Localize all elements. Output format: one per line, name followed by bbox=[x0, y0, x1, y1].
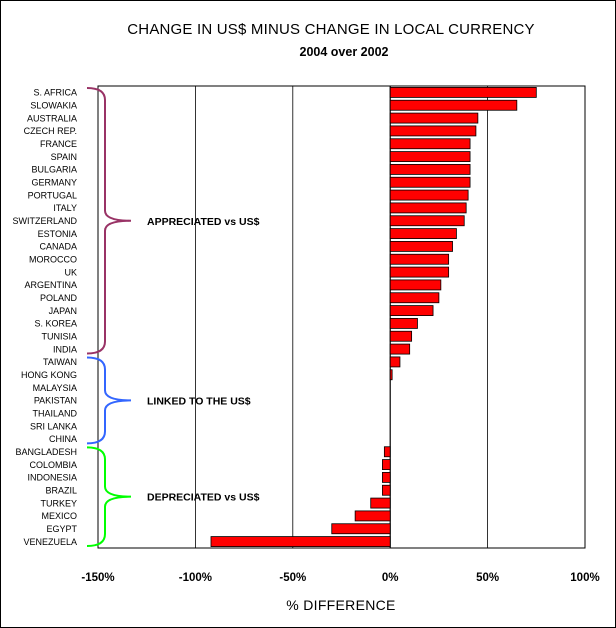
bar bbox=[389, 202, 467, 214]
bar bbox=[382, 484, 391, 496]
bar bbox=[383, 446, 391, 458]
category-label: VENEZUELA bbox=[23, 537, 77, 547]
category-label: MOROCCO bbox=[29, 254, 77, 264]
category-label: SLOWAKIA bbox=[30, 100, 77, 110]
category-label: AUSTRALIA bbox=[27, 113, 77, 123]
category-label: TAIWAN bbox=[43, 357, 77, 367]
category-label: SWITZERLAND bbox=[12, 216, 77, 226]
category-labels: S. AFRICA SLOWAKIA AUSTRALIA CZECH REP. FRAN… bbox=[12, 88, 77, 547]
chart-title: CHANGE IN US$ MINUS CHANGE IN LOCAL CURR… bbox=[127, 21, 535, 38]
tick-label: -150% bbox=[81, 572, 114, 584]
bar bbox=[382, 459, 391, 470]
bar bbox=[389, 253, 450, 265]
group-label: APPRECIATED vs US$ bbox=[147, 216, 260, 228]
category-label: MEXICO bbox=[41, 511, 77, 521]
category-label: FRANCE bbox=[40, 139, 77, 149]
group-label: DEPRECIATED vs US$ bbox=[147, 492, 260, 504]
bar bbox=[389, 112, 479, 124]
bar bbox=[389, 138, 471, 150]
bar bbox=[389, 241, 453, 252]
category-label: UK bbox=[64, 267, 77, 277]
bar bbox=[389, 189, 469, 201]
bar bbox=[389, 279, 442, 291]
tick-label: 50% bbox=[476, 572, 499, 584]
bar bbox=[331, 523, 391, 535]
category-label: INDONESIA bbox=[27, 473, 77, 483]
category-label: TUNISIA bbox=[41, 331, 77, 341]
category-label: S. AFRICA bbox=[33, 88, 77, 98]
tick-label: -50% bbox=[279, 572, 306, 584]
category-label: MALAYSIA bbox=[33, 383, 77, 393]
x-axis-label: % DIFFERENCE bbox=[286, 597, 396, 613]
category-label: PORTUGAL bbox=[28, 190, 77, 200]
bar bbox=[389, 343, 411, 355]
category-label: PAKISTAN bbox=[34, 396, 77, 406]
category-label: BANGLADESH bbox=[15, 447, 77, 457]
category-label: SRI LANKA bbox=[30, 421, 77, 431]
bar bbox=[389, 215, 465, 227]
chart-subtitle: 2004 over 2002 bbox=[299, 45, 389, 59]
bar bbox=[389, 176, 471, 188]
group-bracket bbox=[86, 446, 132, 547]
category-label: S. KOREA bbox=[34, 319, 77, 329]
category-label: HONG KONG bbox=[21, 370, 77, 380]
category-label: ARGENTINA bbox=[24, 280, 77, 290]
bar bbox=[389, 125, 477, 137]
category-label: ESTONIA bbox=[38, 229, 77, 239]
bars bbox=[210, 87, 537, 547]
bar bbox=[354, 510, 391, 522]
bar bbox=[389, 330, 413, 342]
category-label: INDIA bbox=[53, 344, 77, 354]
gridlines bbox=[194, 86, 489, 548]
group-bracket bbox=[86, 87, 132, 355]
bar bbox=[389, 292, 440, 304]
bar bbox=[389, 87, 537, 98]
category-label: THAILAND bbox=[32, 408, 77, 418]
category-label: SPAIN bbox=[51, 152, 77, 162]
bar bbox=[389, 151, 471, 162]
group-bracket bbox=[86, 356, 132, 445]
bar bbox=[389, 305, 434, 316]
category-label: CANADA bbox=[39, 242, 77, 252]
bar bbox=[389, 228, 457, 239]
category-label: JAPAN bbox=[49, 306, 77, 316]
category-label: TURKEY bbox=[40, 498, 77, 508]
category-label: EGYPT bbox=[46, 524, 77, 534]
category-label: CZECH REP. bbox=[24, 126, 77, 136]
category-label: BULGARIA bbox=[31, 165, 77, 175]
category-label: COLOMBIA bbox=[29, 460, 77, 470]
category-label: ITALY bbox=[53, 203, 77, 213]
bar bbox=[389, 356, 401, 368]
bar bbox=[370, 497, 391, 509]
category-label: CHINA bbox=[49, 434, 77, 444]
bar bbox=[389, 369, 393, 381]
tick-label: -100% bbox=[179, 572, 212, 584]
category-label: GERMANY bbox=[31, 177, 77, 187]
bar bbox=[389, 99, 518, 111]
bar bbox=[382, 472, 391, 483]
tick-label: 0% bbox=[382, 572, 399, 584]
bar bbox=[389, 266, 450, 278]
plot-area bbox=[97, 85, 586, 549]
bar bbox=[210, 536, 391, 547]
bar bbox=[389, 318, 418, 329]
category-label: BRAZIL bbox=[45, 485, 77, 495]
category-label: POLAND bbox=[40, 293, 78, 303]
tick-labels: -150% -100% -50% 0% 50% 100% bbox=[81, 572, 599, 584]
group-brackets: APPRECIATED vs US$ LINKED TO THE US$ DEPRE… bbox=[86, 87, 260, 547]
group-label: LINKED TO THE US$ bbox=[147, 395, 251, 407]
bar bbox=[389, 164, 471, 175]
tick-label: 100% bbox=[570, 572, 599, 584]
